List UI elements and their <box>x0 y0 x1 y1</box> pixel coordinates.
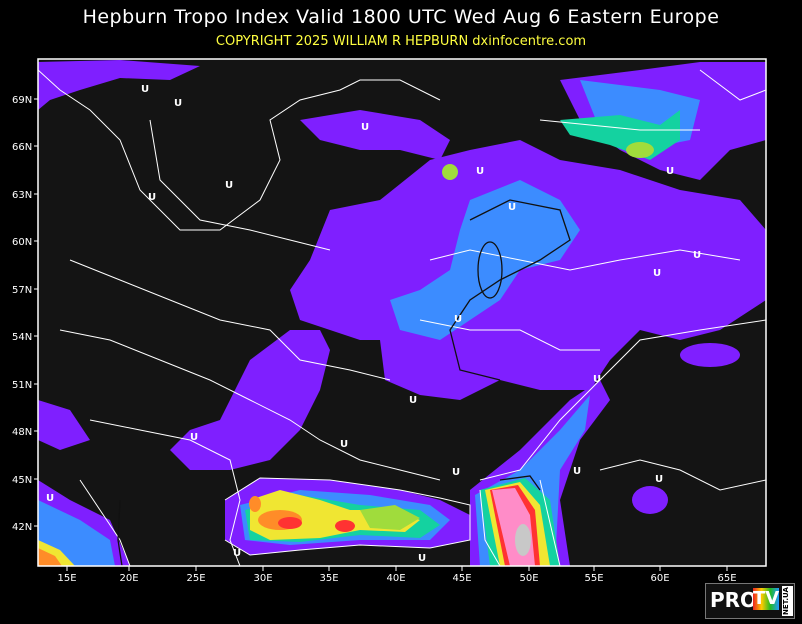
country-borders <box>38 69 766 566</box>
longitude-label: 50E <box>519 573 538 584</box>
u-marker: U <box>693 250 701 261</box>
u-marker: U <box>655 474 663 485</box>
u-marker: U <box>454 314 462 325</box>
latitude-label: 45N <box>12 475 32 486</box>
logo-tv-text: TV <box>753 588 780 610</box>
blue-region-central <box>390 180 580 340</box>
u-marker: U <box>653 268 661 279</box>
latitude-label: 48N <box>12 427 32 438</box>
latitude-label: 51N <box>12 380 32 391</box>
u-markers: U U U U U U U U U U U U U U U U U U U U U <box>46 84 701 564</box>
purple-region-north <box>300 110 450 160</box>
protv-logo: PRO TV NET.UA <box>705 583 795 619</box>
purple-region-west <box>38 400 90 450</box>
green-region-blacksea <box>360 505 420 530</box>
longitude-label: 55E <box>584 573 603 584</box>
u-marker: U <box>46 493 54 504</box>
u-marker: U <box>225 180 233 191</box>
latitude-label: 63N <box>12 190 32 201</box>
u-marker: U <box>666 166 674 177</box>
u-marker: U <box>418 553 426 564</box>
longitude-label: 45E <box>452 573 471 584</box>
green-region-northeast <box>626 142 654 158</box>
logo-pro-text: PRO <box>710 588 758 612</box>
latitude-label: 60N <box>12 237 32 248</box>
u-marker: U <box>174 98 182 109</box>
longitude-label: 20E <box>119 573 138 584</box>
longitude-label: 60E <box>650 573 669 584</box>
longitude-label: 35E <box>319 573 338 584</box>
red-region-blacksea1 <box>278 517 302 529</box>
map-title: Hepburn Tropo Index Valid 1800 UTC Wed A… <box>82 6 720 28</box>
u-marker: U <box>141 84 149 95</box>
u-marker: U <box>508 202 516 213</box>
orange-region-west <box>249 496 261 512</box>
map-frame <box>37 58 767 567</box>
latitude-label: 42N <box>12 522 32 533</box>
purple-region-northwest <box>38 60 200 110</box>
contour-lines <box>117 199 571 566</box>
purple-region-central <box>290 140 766 400</box>
longitude-label: 65E <box>717 573 736 584</box>
latitude-label: 66N <box>12 142 32 153</box>
u-marker: U <box>573 466 581 477</box>
tropo-index-field: U U U U U U U U U U U U U U U U U U U U U <box>38 60 766 566</box>
logo-net-text: NET.UA <box>782 586 793 616</box>
green-region-north <box>442 164 458 180</box>
longitude-label: 40E <box>386 573 405 584</box>
u-marker: U <box>190 432 198 443</box>
u-marker: U <box>148 192 156 203</box>
latitude-label: 69N <box>12 95 32 106</box>
longitude-label: 30E <box>253 573 272 584</box>
copyright-line: COPYRIGHT 2025 WILLIAM R HEPBURN dxinfoc… <box>215 34 587 49</box>
orange-region-southwest <box>38 548 62 566</box>
u-marker: U <box>593 374 601 385</box>
u-marker: U <box>233 548 241 559</box>
latitude-label: 54N <box>12 332 32 343</box>
latitude-label: 57N <box>12 285 32 296</box>
latitude-axis: 69N 66N 63N 60N 57N 54N 51N 48N 45N 42N <box>12 95 38 533</box>
longitude-label: 25E <box>186 573 205 584</box>
u-marker: U <box>452 467 460 478</box>
u-marker: U <box>340 439 348 450</box>
longitude-axis: 15E 20E 25E 30E 35E 40E 45E 50E 55E 60E 65E <box>57 566 737 584</box>
u-marker: U <box>409 395 417 406</box>
grey-region-caspian <box>515 524 531 556</box>
red-region-blacksea2 <box>335 520 355 532</box>
u-marker: U <box>476 166 484 177</box>
purple-region-east <box>680 343 740 367</box>
u-marker: U <box>361 122 369 133</box>
purple-region-east2 <box>632 486 668 514</box>
longitude-label: 15E <box>57 573 76 584</box>
